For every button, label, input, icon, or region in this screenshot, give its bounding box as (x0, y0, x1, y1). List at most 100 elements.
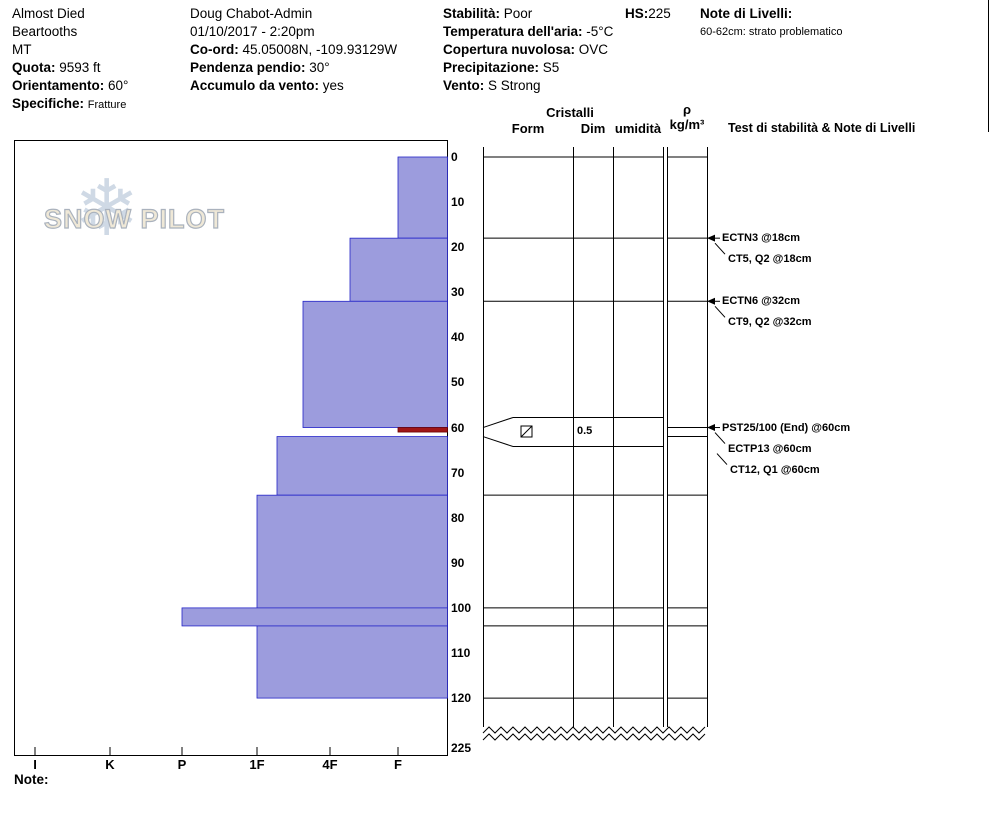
stability-test-note: CT9, Q2 @32cm (728, 316, 812, 329)
snow-layer-bar (397, 156, 448, 239)
precip-field: Precipitazione: S5 (443, 59, 613, 77)
depth-axis-label: 120 (451, 691, 472, 706)
aspect-value: 60° (108, 78, 129, 93)
test-arrow-head (707, 234, 715, 242)
stability-test-note: PST25/100 (End) @60cm (722, 421, 851, 434)
col-header-crystals: Cristalli (546, 105, 594, 120)
snow-layer-bar (256, 494, 448, 609)
depth-axis-label: 90 (451, 555, 465, 570)
snow-height-field: HS:225 (625, 5, 671, 23)
snow-layer-bar (302, 300, 448, 428)
aspect-field: Orientamento: 60° (12, 77, 128, 95)
hardness-axis-label: F (394, 757, 402, 772)
wind-field: Vento: S Strong (443, 77, 613, 95)
slope-angle-label: Pendenza pendio: (190, 60, 306, 75)
wind-label: Vento: (443, 78, 485, 93)
depth-axis-label: 20 (451, 240, 465, 255)
slope-angle-value: 30° (309, 60, 330, 75)
aspect-label: Orientamento: (12, 78, 105, 93)
air-temp-label: Temperatura dell'aria: (443, 24, 583, 39)
hardness-axis-label: K (105, 757, 115, 772)
test-arrow-head (707, 424, 715, 432)
depth-break-zigzag (482, 733, 706, 741)
depth-axis-label: 70 (451, 465, 465, 480)
note-label: Note: (14, 772, 49, 787)
snowflake-icon: ❄ (74, 164, 140, 252)
col-header-density-symbol: ρ (682, 102, 692, 117)
mountain-range: Beartooths (12, 24, 78, 39)
stability-value: Poor (503, 6, 533, 21)
layer-notes-block: Note di Livelli: 60-62cm: strato problem… (700, 5, 842, 38)
depth-axis-label: 100 (451, 600, 472, 615)
snow-layer-bar (181, 607, 448, 627)
hs-label: HS: (625, 6, 649, 21)
hardness-axis-label: 4F (322, 757, 338, 772)
stability-test-note: CT5, Q2 @18cm (728, 253, 812, 266)
grain-form-symbol (520, 425, 533, 438)
specifics-label: Specifiche: (12, 96, 85, 111)
pit-datetime: 01/10/2017 - 2:20pm (190, 24, 315, 39)
depth-axis-label: 30 (451, 285, 465, 300)
wind-loading-label: Accumulo da vento: (190, 78, 320, 93)
coords-value: 45.05008N, -109.93129W (242, 42, 398, 57)
air-temp-field: Temperatura dell'aria: -5°C (443, 23, 613, 41)
elevation-label: Quota: (12, 60, 56, 75)
depth-axis-label: 40 (451, 330, 465, 345)
col-header-density-units: kg/m³ (669, 117, 705, 132)
test-connector-line (716, 453, 728, 465)
slope-angle-field: Pendenza pendio: 30° (190, 59, 397, 77)
depth-axis-label: 50 (451, 375, 465, 390)
state: MT (12, 42, 32, 57)
depth-axis-label: 0 (451, 150, 458, 164)
elevation-value: 9593 ft (59, 60, 101, 75)
stability-test-note: ECTN3 @18cm (722, 232, 800, 245)
stability-test-note: CT12, Q1 @60cm (730, 463, 820, 476)
grain-form-symbol-diagonal (520, 425, 533, 438)
col-header-humidity: umidità (614, 121, 662, 136)
layer-notes-value: 60-62cm: strato problematico (700, 26, 843, 38)
snow-layer-bar (276, 436, 448, 496)
precip-value: S5 (542, 60, 560, 75)
stability-test-note: ECTN6 @32cm (722, 295, 800, 308)
layer-notes-label: Note di Livelli: (700, 6, 793, 21)
depth-axis-label: 110 (451, 645, 471, 660)
wind-loading-field: Accumulo da vento: yes (190, 77, 397, 95)
air-temp-value: -5°C (586, 24, 614, 39)
hs-value: 225 (648, 6, 671, 21)
problem-layer-bar (397, 427, 448, 433)
specifics-value: Fratture (87, 99, 127, 111)
sky-cover-label: Copertura nuvolosa: (443, 42, 576, 57)
problem-layer-wedge (482, 417, 514, 429)
snowpilot-watermark: ❄ SNOW PILOT (43, 164, 274, 260)
sky-cover-value: OVC (578, 42, 609, 57)
col-header-form: Form (511, 121, 545, 136)
watermark-pilot: PILOT (140, 203, 226, 234)
hardness-axis-label: 1F (249, 757, 265, 772)
coords-label: Co-ord: (190, 42, 239, 57)
watermark-snow: SNOW (43, 203, 132, 234)
pit-name: Almost Died (12, 6, 85, 21)
depth-axis-label: 60 (451, 420, 465, 435)
specifics-field: Specifiche: Fratture (12, 95, 128, 114)
watermark-text: SNOW PILOT (43, 203, 226, 235)
hardness-axis-label: P (177, 757, 187, 772)
sky-cover-field: Copertura nuvolosa: OVC (443, 41, 613, 59)
test-connector-line (714, 242, 726, 255)
depth-break-zigzag (482, 726, 706, 734)
snow-layer-bar (349, 237, 448, 302)
depth-axis-label: 80 (451, 510, 465, 525)
wind-loading-value: yes (322, 78, 344, 93)
depth-axis-label: 10 (451, 195, 465, 210)
header-location-block: Almost Died Beartooths MT Quota: 9593 ft… (12, 5, 128, 114)
test-connector-line (714, 305, 726, 318)
coords-field: Co-ord: 45.05008N, -109.93129W (190, 41, 397, 59)
elevation-field: Quota: 9593 ft (12, 59, 128, 77)
grain-size-value: 0.5 (577, 425, 593, 437)
observer-name: Doug Chabot-Admin (190, 6, 313, 21)
total-depth-label: 225 (451, 741, 472, 755)
stability-test-note: ECTP13 @60cm (728, 442, 812, 455)
header-observer-block: Doug Chabot-Admin 01/10/2017 - 2:20pm Co… (190, 5, 397, 95)
wind-value: S Strong (488, 78, 541, 93)
precip-label: Precipitazione: (443, 60, 540, 75)
